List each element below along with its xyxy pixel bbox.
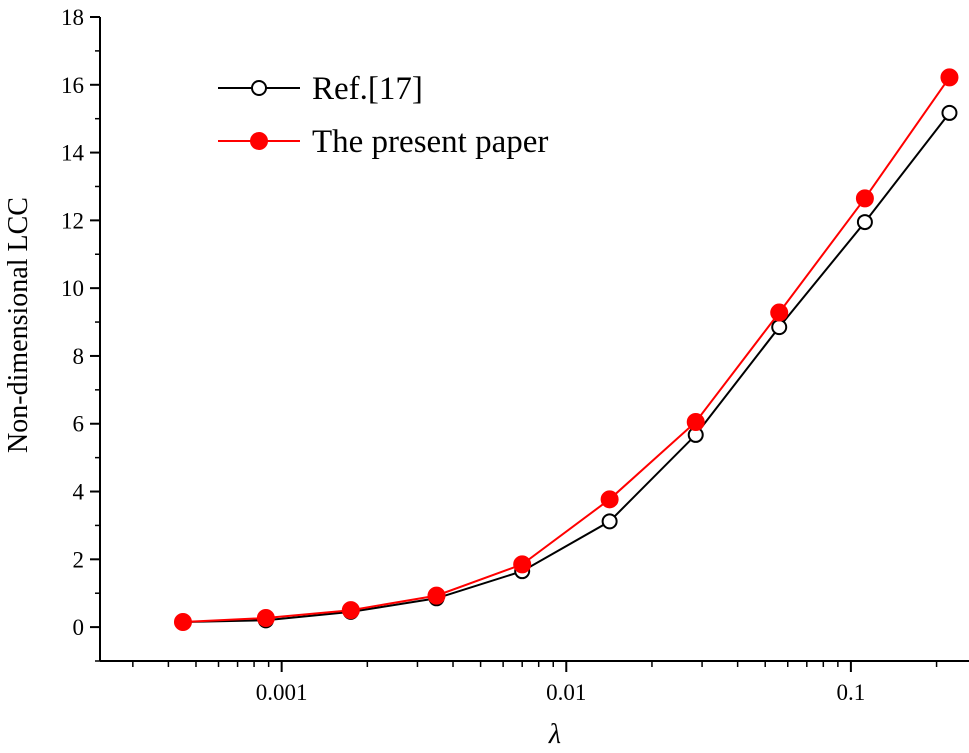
series-1-point-7 xyxy=(770,303,789,322)
series-0-point-9 xyxy=(941,104,958,121)
y-tick-label-0: 0 xyxy=(73,615,85,640)
x-axis-label: λ xyxy=(548,719,561,750)
series-1-point-1 xyxy=(256,608,275,627)
x-tick-label-2: 0.1 xyxy=(837,680,866,705)
y-tick-label-6: 12 xyxy=(61,208,84,233)
x-tick-label-0: 0.001 xyxy=(256,680,308,705)
x-axis-ticks: 0.001 0.01 0.1 xyxy=(132,661,938,705)
y-tick-label-3: 6 xyxy=(73,412,85,437)
series-line-1 xyxy=(182,76,951,623)
series-layer xyxy=(173,68,959,632)
series-line-0 xyxy=(182,112,951,623)
series-1-point-9 xyxy=(940,68,959,87)
series-1-point-5 xyxy=(600,490,619,509)
x-tick-label-1: 0.01 xyxy=(546,680,586,705)
series-1-point-6 xyxy=(686,413,705,432)
y-tick-label-7: 14 xyxy=(61,141,85,166)
y-axis-label: Non-dimensional LCC xyxy=(3,197,34,453)
y-tick-label-4: 8 xyxy=(73,344,85,369)
y-tick-label-9: 18 xyxy=(61,5,84,30)
series-1-point-2 xyxy=(341,601,360,620)
legend: Ref.[17] The present paper xyxy=(218,71,548,160)
series-0-point-7 xyxy=(771,319,788,336)
y-tick-label-8: 16 xyxy=(61,73,84,98)
series-1-point-0 xyxy=(173,613,192,632)
plot-area: 0 2 4 6 8 10 12 14 16 18 0.001 0.01 0.1 xyxy=(61,5,969,705)
series-1-point-4 xyxy=(513,555,532,574)
legend-marker-1 xyxy=(250,132,268,150)
series-0-point-5 xyxy=(601,513,618,530)
series-0-point-8 xyxy=(856,214,873,231)
legend-label-1: The present paper xyxy=(312,124,548,160)
y-axis-ticks: 0 2 4 6 8 10 12 14 16 18 xyxy=(61,5,100,662)
legend-marker-0 xyxy=(251,80,267,96)
series-1-point-3 xyxy=(427,586,446,605)
series-1-point-8 xyxy=(855,189,874,208)
y-tick-label-1: 2 xyxy=(73,547,85,572)
y-tick-label-2: 4 xyxy=(73,480,85,505)
legend-label-0: Ref.[17] xyxy=(312,71,423,107)
y-tick-label-5: 10 xyxy=(61,276,84,301)
